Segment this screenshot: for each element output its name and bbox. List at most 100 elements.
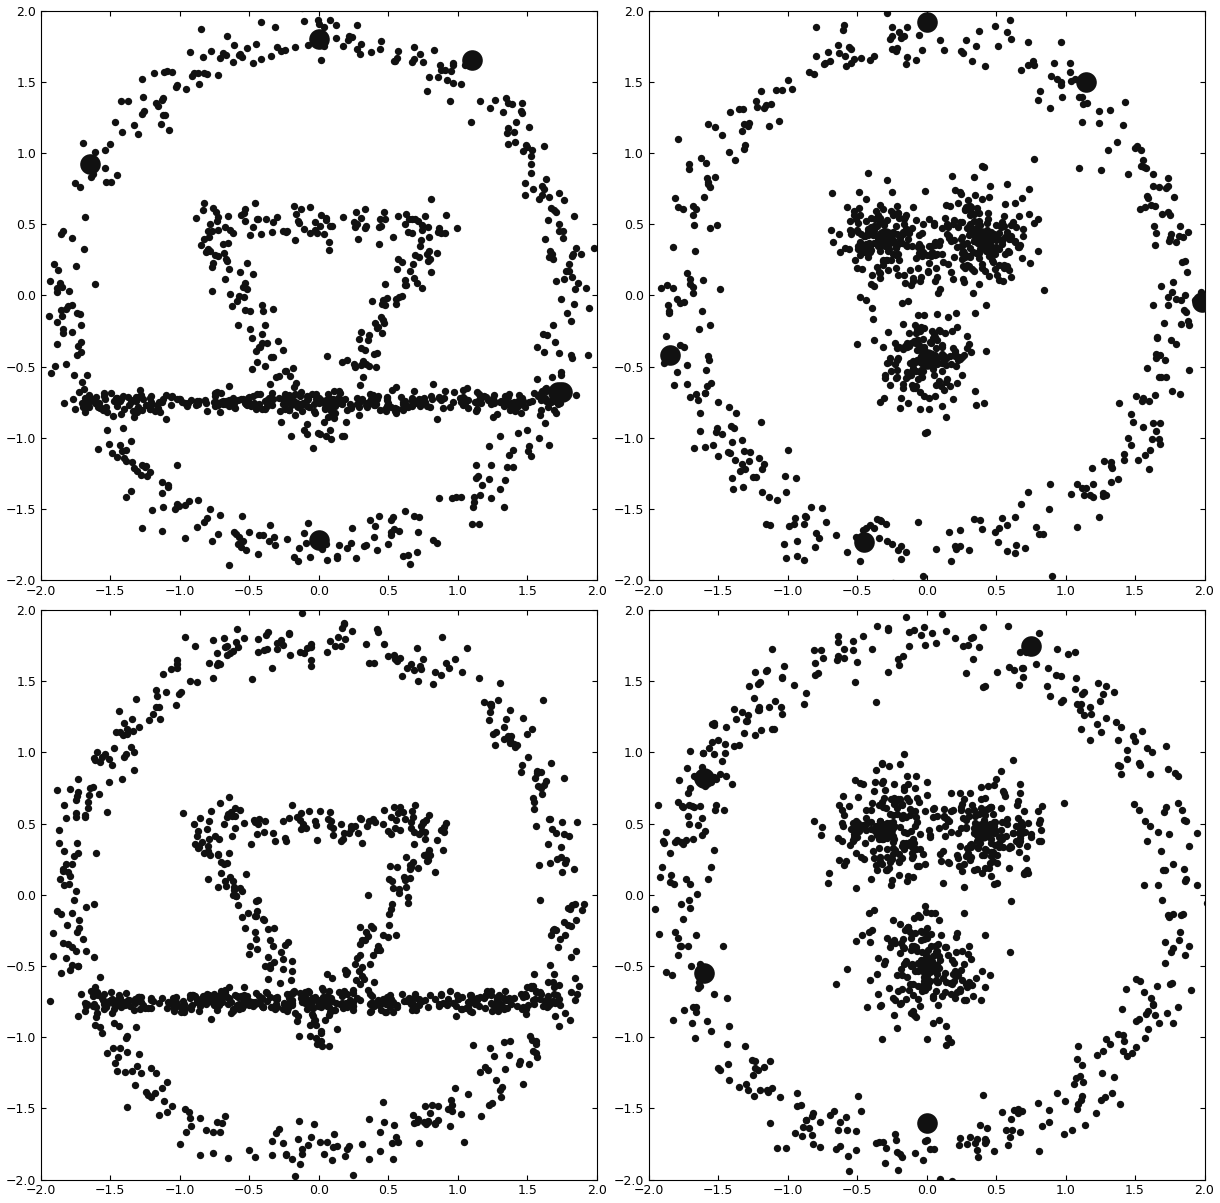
Point [845, 672, 865, 692]
Point [926, 936, 946, 955]
Point [834, 16, 854, 35]
Point [686, 1002, 705, 1021]
Point [544, 978, 564, 997]
Point [318, 384, 338, 403]
Point [109, 1048, 128, 1067]
Point [116, 1029, 135, 1048]
Point [997, 814, 1016, 834]
Point [954, 272, 974, 291]
Point [942, 231, 961, 250]
Point [327, 549, 346, 568]
Point [497, 709, 516, 728]
Point [67, 790, 87, 810]
Point [1124, 727, 1143, 746]
Point [90, 967, 110, 986]
Point [1186, 290, 1205, 309]
Point [875, 820, 894, 840]
Point [345, 218, 365, 237]
Point [355, 930, 375, 949]
Point [117, 719, 137, 739]
Point [437, 653, 456, 672]
Point [332, 352, 351, 372]
Point [864, 47, 883, 66]
Point [946, 628, 965, 647]
Point [172, 392, 192, 411]
Point [1075, 706, 1094, 725]
Point [960, 783, 980, 802]
Point [466, 456, 486, 475]
Point [365, 996, 384, 1015]
Point [189, 75, 209, 94]
Point [710, 764, 730, 783]
Point [220, 390, 239, 409]
Point [1053, 88, 1072, 107]
Point [1010, 642, 1030, 662]
Point [1161, 331, 1181, 350]
Point [386, 925, 405, 944]
Point [544, 381, 564, 401]
Point [294, 12, 314, 31]
Point [898, 366, 917, 385]
Point [1159, 824, 1179, 843]
Point [859, 223, 878, 242]
Point [967, 1130, 987, 1149]
Point [1028, 209, 1048, 229]
Point [433, 840, 453, 859]
Point [447, 487, 466, 506]
Point [908, 340, 927, 360]
Point [732, 455, 752, 474]
Point [960, 248, 980, 267]
Point [900, 832, 920, 852]
Point [693, 743, 712, 763]
Point [910, 793, 930, 812]
Point [67, 923, 87, 942]
Point [107, 396, 127, 415]
Point [528, 338, 548, 357]
Point [1155, 860, 1175, 879]
Point [458, 992, 477, 1012]
Point [1115, 93, 1135, 112]
Point [961, 835, 981, 854]
Point [367, 540, 387, 559]
Point [271, 41, 290, 60]
Point [174, 494, 194, 514]
Point [522, 141, 542, 160]
Point [350, 397, 370, 416]
Point [1022, 52, 1042, 71]
Point [294, 644, 314, 663]
Point [411, 395, 431, 414]
Point [372, 324, 392, 343]
Point [760, 115, 780, 135]
Point [1077, 72, 1097, 91]
Point [947, 846, 966, 865]
Point [914, 968, 933, 988]
Point [864, 518, 883, 538]
Point [487, 988, 506, 1007]
Point [958, 247, 977, 266]
Point [961, 224, 981, 243]
Point [249, 629, 268, 648]
Point [495, 392, 515, 411]
Point [671, 937, 691, 956]
Point [947, 943, 966, 962]
Point [863, 920, 882, 940]
Point [1102, 457, 1121, 476]
Point [508, 397, 527, 416]
Point [1121, 435, 1141, 455]
Point [946, 540, 965, 559]
Point [787, 1096, 806, 1115]
Point [664, 238, 683, 257]
Point [915, 980, 935, 1000]
Point [906, 857, 926, 876]
Point [161, 396, 181, 415]
Point [1091, 160, 1110, 179]
Point [498, 118, 517, 137]
Point [198, 509, 217, 528]
Point [876, 799, 895, 818]
Point [828, 35, 848, 54]
Point [267, 639, 287, 658]
Point [864, 233, 883, 253]
Point [475, 693, 494, 712]
Point [730, 735, 749, 754]
Point [904, 352, 924, 372]
